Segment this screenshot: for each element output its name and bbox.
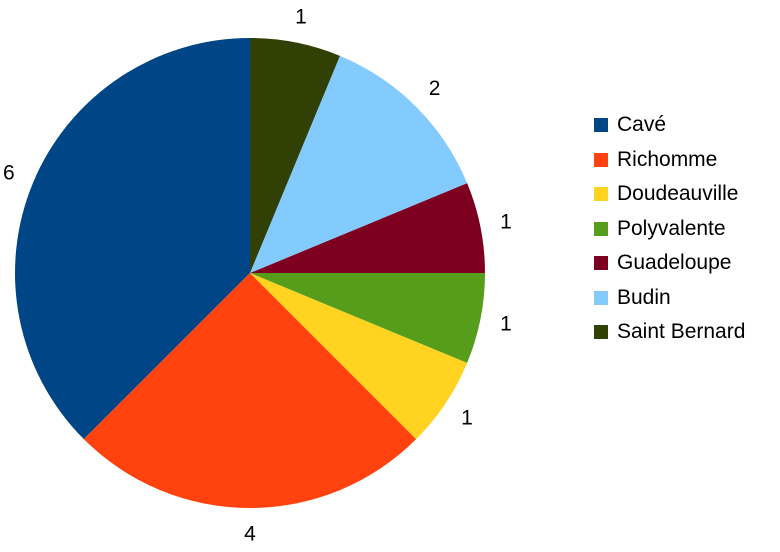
legend-label: Richomme	[617, 147, 718, 171]
slice-value-label: 1	[461, 407, 473, 430]
slice-value-label: 1	[500, 312, 512, 335]
pie-slice-budin	[250, 55, 468, 274]
legend-swatch	[594, 256, 608, 271]
legend-label: Cavé	[617, 113, 667, 137]
slice-value-label: 1	[500, 211, 512, 234]
legend: Cavé Richomme Doudeauville Polyvalente Guade…	[594, 108, 745, 350]
pie-slice-polyvalente	[250, 273, 485, 363]
legend-label: Saint Bernard	[617, 320, 746, 344]
pie-slice-saint-bernard	[250, 38, 340, 273]
legend-label: Polyvalente	[617, 216, 726, 240]
legend-swatch	[594, 118, 608, 133]
legend-swatch	[594, 325, 608, 340]
pie-slice-guadeloupe	[250, 183, 485, 273]
legend-item: Guadeloupe	[594, 246, 745, 281]
legend-item: Saint Bernard	[594, 315, 745, 350]
slice-value-label: 1	[295, 6, 307, 29]
legend-item: Cavé	[594, 108, 745, 143]
pie-slice-cav-	[14, 38, 250, 440]
legend-item: Doudeauville	[594, 177, 745, 212]
slice-value-label: 6	[3, 162, 15, 185]
legend-swatch	[594, 221, 608, 236]
slice-value-label: 2	[429, 77, 441, 100]
legend-label: Guadeloupe	[617, 251, 732, 275]
legend-item: Polyvalente	[594, 212, 745, 247]
pie-slice-doudeauville	[250, 273, 468, 440]
pie-slice-richomme	[83, 273, 417, 508]
legend-swatch	[594, 187, 608, 202]
legend-label: Budin	[617, 285, 671, 309]
legend-swatch	[594, 152, 608, 167]
legend-swatch	[594, 290, 608, 305]
legend-item: Richomme	[594, 143, 745, 178]
slice-value-label: 4	[244, 523, 256, 546]
legend-item: Budin	[594, 281, 745, 316]
legend-label: Doudeauville	[617, 182, 739, 206]
